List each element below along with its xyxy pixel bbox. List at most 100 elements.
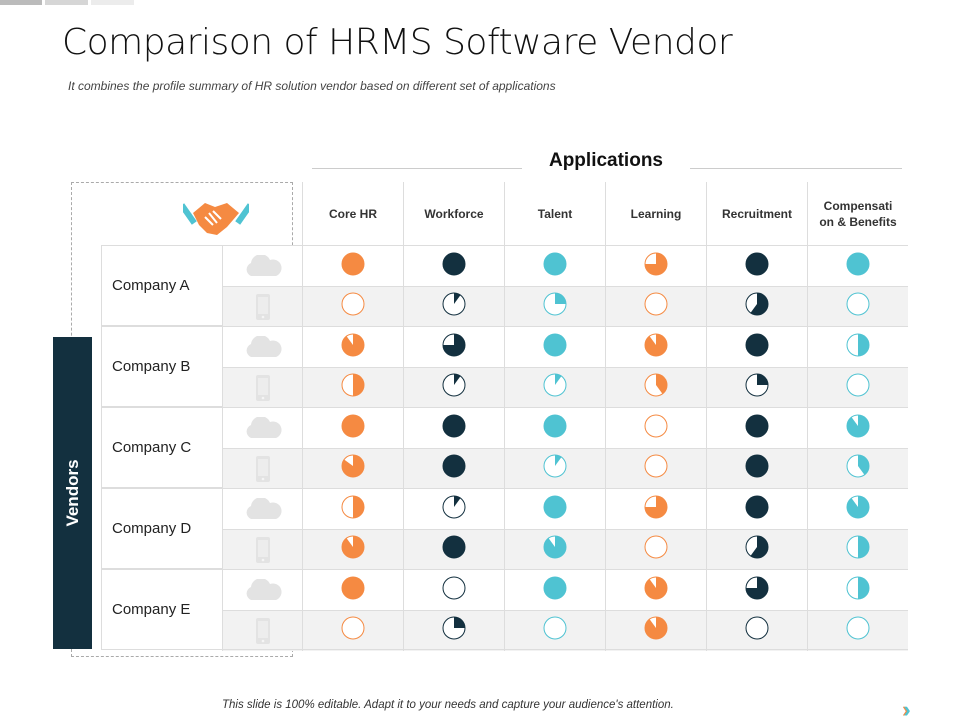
rating-cell [807,245,908,286]
harvey-ball-25 [745,373,769,402]
rating-cell [605,488,706,529]
column-header: Talent [504,182,605,245]
harvey-ball-100 [745,454,769,483]
column-header: Recruitment [706,182,807,245]
rating-cell [302,447,403,489]
column-header: Workforce [403,182,504,245]
harvey-ball-0 [644,414,668,443]
rating-cell [504,447,605,489]
rating-cell [504,609,605,651]
rating-cell [807,285,908,327]
mobile-icon [222,528,302,570]
harvey-ball-85 [341,454,365,483]
company-name: Company C [101,407,222,488]
rating-cell [605,447,706,489]
rating-cell [302,609,403,651]
rating-cell [403,245,504,286]
rating-cell [706,488,807,529]
rating-cell [807,528,908,570]
harvey-ball-100 [543,495,567,524]
harvey-ball-75 [442,333,466,362]
harvey-ball-60 [745,292,769,321]
harvey-ball-0 [846,292,870,321]
rating-cell [605,569,706,610]
harvey-ball-100 [543,576,567,605]
divider [690,168,902,169]
cloud-icon [222,407,302,448]
cloud-icon [222,488,302,529]
harvey-ball-50 [846,576,870,605]
rating-cell [302,366,403,408]
rating-cell [403,407,504,448]
rating-cell [403,285,504,327]
rating-cell [706,447,807,489]
harvey-ball-75 [644,495,668,524]
harvey-ball-0 [341,292,365,321]
harvey-ball-60 [745,535,769,564]
harvey-ball-90 [846,495,870,524]
rating-cell [807,609,908,651]
rating-cell [605,407,706,448]
rating-cell [706,609,807,651]
harvey-ball-75 [745,576,769,605]
harvey-ball-100 [341,252,365,281]
rating-cell [706,326,807,367]
mobile-icon [222,285,302,327]
harvey-ball-100 [543,333,567,362]
rating-cell [504,569,605,610]
harvey-ball-0 [644,454,668,483]
harvey-ball-90 [644,616,668,645]
rating-cell [302,569,403,610]
rating-cell [504,488,605,529]
rating-cell [302,407,403,448]
harvey-ball-25 [543,292,567,321]
rating-cell [807,407,908,448]
rating-cell [504,245,605,286]
harvey-ball-100 [442,454,466,483]
harvey-ball-100 [846,252,870,281]
rating-cell [403,528,504,570]
rating-cell [605,366,706,408]
divider [312,168,522,169]
harvey-ball-10 [543,373,567,402]
harvey-ball-100 [745,333,769,362]
company-name: Company D [101,488,222,569]
rating-cell [504,528,605,570]
rating-cell [302,488,403,529]
rating-cell [706,569,807,610]
harvey-ball-0 [644,535,668,564]
rating-cell [605,326,706,367]
applications-heading: Applications [548,150,663,171]
top-decor [0,0,42,5]
rating-cell [605,528,706,570]
harvey-ball-0 [442,576,466,605]
rating-cell [504,366,605,408]
handshake-icon [179,195,253,244]
rating-cell [302,528,403,570]
harvey-ball-100 [745,414,769,443]
harvey-ball-90 [644,333,668,362]
rating-cell [706,285,807,327]
harvey-ball-100 [745,495,769,524]
mobile-icon [222,447,302,489]
rating-cell [706,366,807,408]
rating-cell [403,366,504,408]
company-name: Company E [101,569,222,650]
rating-cell [706,245,807,286]
double-chevron-right-icon[interactable]: ›› [902,697,913,722]
rating-cell [807,326,908,367]
harvey-ball-0 [644,292,668,321]
rating-cell [807,447,908,489]
page-subtitle: It combines the profile summary of HR so… [68,79,556,93]
harvey-ball-0 [341,616,365,645]
harvey-ball-0 [745,616,769,645]
grid-bottom-border [101,649,908,650]
rating-cell [302,285,403,327]
footer-note: This slide is 100% editable. Adapt it to… [222,699,674,711]
harvey-ball-90 [644,576,668,605]
column-header: Compensati on & Benefits [807,182,908,245]
harvey-ball-10 [442,373,466,402]
harvey-ball-0 [543,616,567,645]
rating-cell [403,447,504,489]
rating-cell [807,366,908,408]
